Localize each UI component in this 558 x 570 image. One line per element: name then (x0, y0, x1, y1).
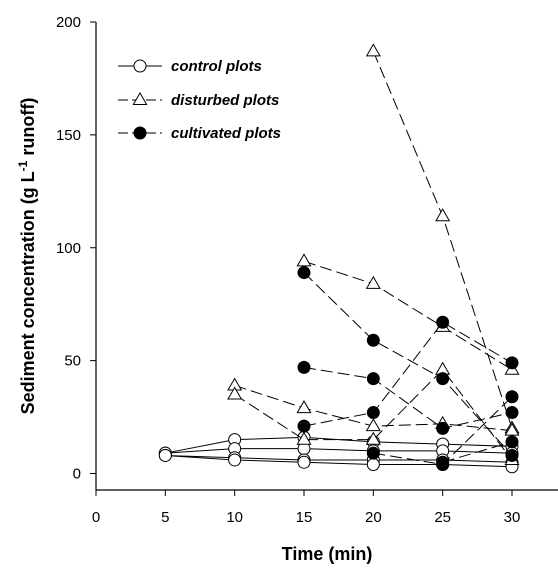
series-cultivated-9 (297, 266, 519, 462)
legend-label: cultivated plots (171, 125, 281, 142)
data-point (365, 43, 381, 57)
series-cultivated-13 (436, 435, 519, 469)
legend-marker (133, 59, 147, 73)
x-tick-label: 5 (161, 509, 169, 526)
series-control-1 (158, 430, 519, 460)
x-tick-label: 30 (504, 509, 521, 526)
data-point (366, 406, 380, 420)
y-tick-label: 200 (56, 14, 81, 31)
y-tick-label: 100 (56, 240, 81, 257)
y-axis-title-main: Sediment concentration (g L (18, 171, 38, 414)
series-cultivated-11 (297, 315, 519, 433)
data-point (505, 390, 519, 404)
data-point (505, 448, 519, 462)
series-cultivated-10 (297, 360, 519, 435)
legend-label: disturbed plots (171, 92, 279, 109)
data-point (296, 431, 312, 445)
series-disturbed-6 (296, 253, 520, 375)
y-tick-label: 150 (56, 127, 81, 144)
data-point (296, 253, 312, 267)
axes-frame (95, 22, 558, 491)
data-point (436, 421, 450, 435)
data-point (505, 406, 519, 420)
series-line (165, 454, 513, 463)
series-line (303, 260, 513, 371)
data-point (436, 455, 450, 469)
data-point (365, 431, 381, 445)
data-point (297, 266, 311, 280)
data-point (366, 446, 380, 460)
legend: control plots disturbed plots cultivated p… (118, 58, 281, 142)
series-line (234, 368, 513, 461)
data-point (228, 453, 242, 467)
x-tick-label: 25 (434, 509, 451, 526)
data-point (366, 457, 380, 471)
series-line (165, 436, 513, 454)
data-point (297, 455, 311, 469)
y-axis-title-tail: runoff) (18, 98, 38, 161)
data-point (227, 386, 243, 400)
y-tick-label: 50 (64, 353, 81, 370)
ticks-layer: 0 5 10 15 20 25 30 0 50 100 150 200 (56, 14, 520, 526)
x-tick-label: 10 (226, 509, 243, 526)
legend-marker (132, 91, 148, 106)
x-tick-label: 15 (296, 509, 313, 526)
data-point (505, 356, 519, 370)
series-line (165, 448, 513, 454)
legend-item: control plots (118, 58, 262, 75)
data-point (436, 315, 450, 329)
data-point (158, 448, 172, 462)
data-point (296, 400, 312, 414)
data-point (366, 333, 380, 347)
series-line (442, 441, 513, 463)
x-tick-label: 20 (365, 509, 382, 526)
data-point (365, 275, 381, 289)
data-point (366, 372, 380, 386)
series-line (165, 454, 513, 468)
y-tick-label: 0 (73, 466, 81, 483)
legend-item: cultivated plots (118, 125, 281, 142)
legend-marker (133, 126, 147, 140)
data-point (504, 422, 520, 436)
series-layer (158, 43, 520, 474)
data-point (297, 360, 311, 374)
data-point (505, 435, 519, 449)
data-point (436, 372, 450, 386)
legend-item: disturbed plots (118, 91, 279, 109)
series-line (303, 321, 513, 427)
data-point (435, 208, 451, 222)
data-point (365, 418, 381, 432)
data-point (297, 419, 311, 433)
y-axis-title: Sediment concentration (g L-1 runoff) (16, 98, 38, 415)
series-line (303, 366, 513, 429)
y-axis-title-sup: -1 (16, 160, 30, 171)
legend-label: control plots (171, 58, 262, 75)
x-axis-title: Time (min) (282, 544, 373, 564)
series-line (303, 272, 513, 456)
x-tick-label: 0 (92, 509, 100, 526)
